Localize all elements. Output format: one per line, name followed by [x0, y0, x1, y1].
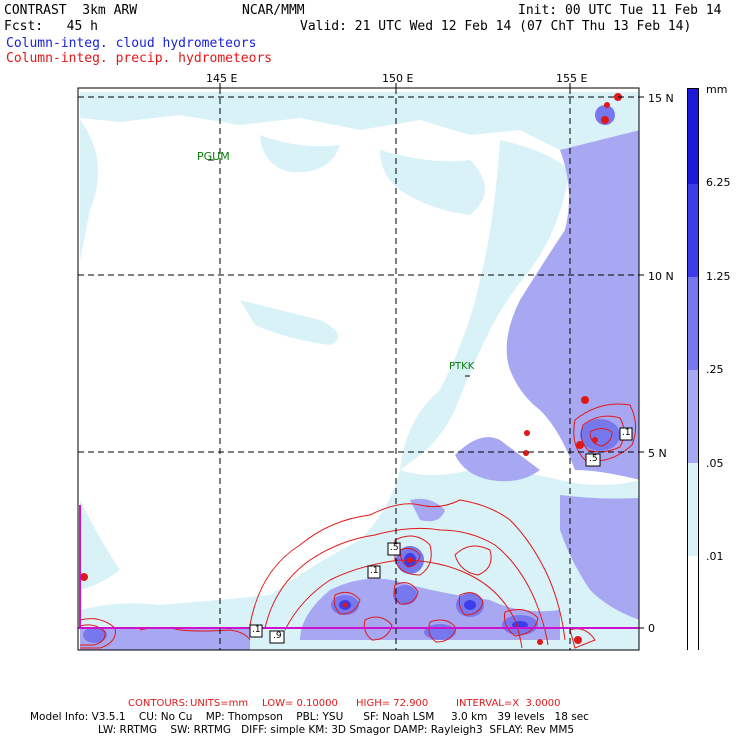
- precip-cores: [80, 93, 622, 645]
- axis-ticks: [219, 83, 644, 629]
- field-cloud-label: Column-integ. cloud hydrometeors: [6, 36, 257, 51]
- model-info-line1: Model Info: V3.5.1 CU: No Cu MP: Thompso…: [30, 711, 589, 723]
- cloud-field-medium: [80, 130, 639, 650]
- contour-label: .1: [252, 625, 261, 635]
- colorbar-label: .25: [706, 363, 724, 376]
- init-time: Init: 00 UTC Tue 11 Feb 14: [518, 3, 722, 18]
- colorbar-segment: [688, 556, 698, 651]
- colorbar-segment: [688, 370, 698, 463]
- model-title: CONTRAST 3km ARW: [4, 3, 138, 18]
- colorbar-segment: [688, 463, 698, 556]
- colorbar-unit: mm: [706, 83, 728, 96]
- station-label-pgum: PGUM: [197, 150, 230, 163]
- valid-time: Valid: 21 UTC Wed 12 Feb 14 (07 ChT Thu …: [300, 19, 692, 34]
- contours-prefix: CONTOURS:: [128, 698, 189, 709]
- contours-low: LOW= 0.10000: [262, 698, 338, 709]
- forecast-hour: Fcst: 45 h: [4, 19, 98, 34]
- colorbar: [687, 88, 699, 651]
- contours-units: UNITS=mm: [190, 698, 249, 709]
- lat-label-10n: 10 N: [648, 270, 674, 283]
- lon-label-150: 150 E: [382, 72, 414, 85]
- colorbar-segment: [688, 277, 698, 370]
- station-label-ptkk: PTKK: [449, 361, 475, 372]
- map-frame: [77, 87, 640, 651]
- contours-interval: INTERVAL=X 3.0000: [456, 698, 561, 709]
- center-name: NCAR/MMM: [242, 3, 305, 18]
- contour-label: .5: [390, 543, 399, 553]
- colorbar-label: 1.25: [706, 270, 731, 283]
- contour-label: .9: [273, 631, 282, 641]
- colorbar-label: .05: [706, 457, 724, 470]
- colorbar-label: .01: [706, 550, 724, 563]
- station-markers: [208, 159, 470, 377]
- lon-label-145: 145 E: [206, 72, 238, 85]
- contour-label-boxes: [249, 427, 633, 644]
- precip-contours: [79, 403, 636, 649]
- field-precip-label: Column-integ. precip. hydrometeors: [6, 51, 273, 66]
- lon-label-155: 155 E: [556, 72, 588, 85]
- contour-label: .1: [622, 428, 631, 438]
- lat-label-15n: 15 N: [648, 92, 674, 105]
- lat-label-0: 0: [648, 622, 655, 635]
- contour-label: .5: [589, 454, 598, 464]
- contour-label: .1: [370, 566, 379, 576]
- lat-label-5n: 5 N: [648, 447, 667, 460]
- colorbar-segment: [688, 184, 698, 277]
- latlon-grid: [78, 88, 639, 650]
- model-info-line2: LW: RRTMG SW: RRTMG DIFF: simple KM: 3D …: [98, 724, 575, 736]
- colorbar-label: 6.25: [706, 176, 731, 189]
- colorbar-segment: [688, 89, 698, 184]
- contours-high: HIGH= 72.900: [356, 698, 429, 709]
